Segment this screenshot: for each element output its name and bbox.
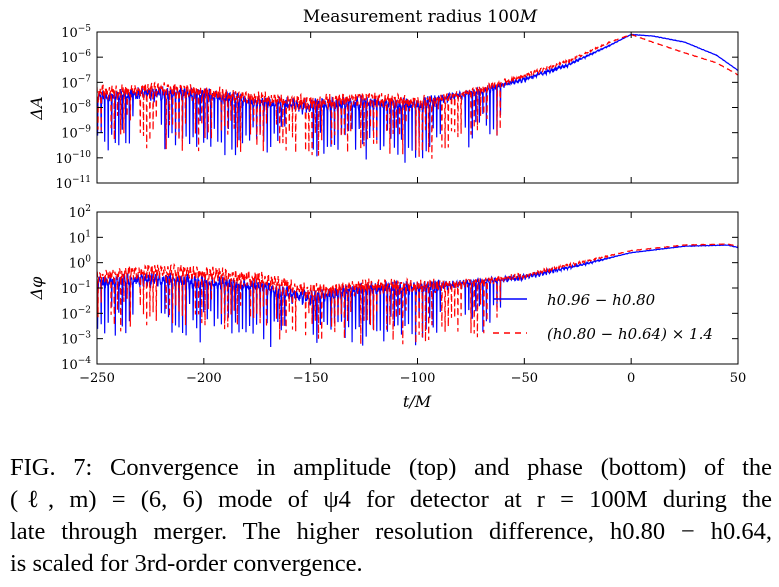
xtick-label: −150 (293, 371, 329, 386)
ytick-label: 10−5 (61, 24, 91, 41)
ytick-label: 101 (69, 229, 91, 246)
ytick-label: 10−4 (61, 356, 91, 373)
caption-line-1: FIG. 7: Convergence in amplitude (top) a… (10, 454, 772, 481)
bottom-series-dashed (97, 243, 738, 345)
ytick-label: 10−2 (61, 305, 91, 322)
legend: h0.96 − h0.80 (h0.80 − h0.64) × 1.4 (493, 291, 713, 343)
xtick-label: −100 (400, 371, 436, 386)
ytick-label: 10−11 (55, 175, 91, 192)
xtick-label: −250 (79, 371, 115, 386)
bottom-series-solid (97, 244, 738, 348)
xtick-label: −50 (511, 371, 538, 386)
bottom-panel: 10−4 10−3 10−2 10−1 100 101 102 −250 −200 −150 −10… (27, 204, 746, 411)
figure-caption: FIG. 7: Convergence in amplitude (top) a… (10, 452, 772, 580)
xtick-label: 50 (730, 371, 747, 386)
bottom-ticks: 10−4 10−3 10−2 10−1 100 101 102 −250 −200 −150 −10… (61, 204, 746, 386)
xtick-label: −200 (186, 371, 222, 386)
ytick-label: 10−3 (61, 331, 91, 348)
figure: Measurement radius 100M 10−1110−1010−910… (27, 7, 746, 411)
top-series-group (97, 33, 738, 163)
ytick-label: 102 (69, 204, 91, 221)
top-series-dashed (97, 33, 738, 159)
ytick-label: 100 (69, 255, 92, 272)
bottom-ylabel: Δφ (27, 276, 46, 301)
bottom-series-group (97, 243, 738, 348)
legend-solid-label: h0.96 − h0.80 (547, 291, 656, 309)
top-ylabel: ΔA (27, 96, 46, 120)
ytick-label: 10−8 (61, 100, 91, 117)
top-panel: 10−11 10−10 10−9 10−8 10−7 10−6 10−5 ΔA (27, 24, 739, 192)
ytick-label: 10−6 (61, 49, 91, 66)
top-ticks: 10−11 10−10 10−9 10−8 10−7 10−6 10−5 (55, 24, 739, 192)
ytick-label: 10−9 (61, 125, 91, 142)
caption-line-4: is scaled for 3rd-order convergence. (10, 550, 363, 577)
xlabel: t/M (403, 392, 432, 411)
ytick-label: 10−10 (55, 150, 91, 167)
caption-line-3: late through merger. The higher resoluti… (10, 518, 772, 545)
ytick-label: 10−1 (61, 280, 91, 297)
figure-title: Measurement radius 100M (303, 7, 538, 27)
legend-dashed-label: (h0.80 − h0.64) × 1.4 (547, 325, 713, 343)
ytick-label: 10−7 (61, 74, 91, 91)
caption-line-2: (ℓ, m) = (6, 6) mode of ψ4 for detector … (10, 486, 772, 513)
xtick-label: 0 (627, 371, 635, 386)
